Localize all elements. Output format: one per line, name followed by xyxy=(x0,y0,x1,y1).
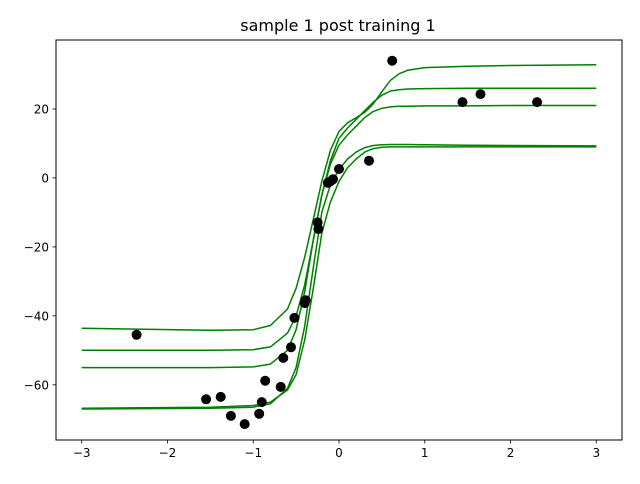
data-point-21 xyxy=(364,155,374,166)
data-point-3 xyxy=(215,391,226,402)
fit-curve-5 xyxy=(81,146,597,410)
y-tick-label: 0 xyxy=(41,171,49,185)
x-tick-label: 3 xyxy=(592,446,600,460)
data-point-11 xyxy=(286,342,296,353)
data-point-22 xyxy=(387,55,398,66)
x-tick-label: −2 xyxy=(159,446,177,460)
y-tick-label: 20 xyxy=(34,102,49,116)
y-tick-label: −40 xyxy=(24,309,49,323)
fit-curve-2 xyxy=(81,87,597,352)
data-point-9 xyxy=(275,381,286,392)
x-tick-label: 1 xyxy=(421,446,429,460)
data-point-7 xyxy=(256,397,267,408)
data-point-16 xyxy=(313,224,324,234)
data-point-25 xyxy=(532,97,543,108)
fit-curve-1 xyxy=(81,64,597,332)
data-point-19 xyxy=(328,174,338,185)
y-tick-label: −20 xyxy=(24,240,49,254)
data-point-12 xyxy=(289,312,300,323)
x-tick-label: 0 xyxy=(335,446,343,460)
y-tick-label: −60 xyxy=(24,378,49,392)
x-axis: −3 −2 −1 0 1 2 3 xyxy=(73,440,600,460)
x-tick-label: −1 xyxy=(244,446,262,460)
y-axis: −60 −40 −20 0 20 xyxy=(24,102,56,392)
data-point-10 xyxy=(278,352,289,363)
data-point-14 xyxy=(300,295,311,306)
data-point-23 xyxy=(457,97,468,108)
data-point-1 xyxy=(131,329,142,340)
data-point-4 xyxy=(225,410,236,421)
chart-title: sample 1 post training 1 xyxy=(240,16,435,35)
data-point-5 xyxy=(239,419,250,430)
data-point-2 xyxy=(201,394,212,405)
data-point-8 xyxy=(260,375,271,386)
data-point-6 xyxy=(254,408,265,419)
x-tick-label: −3 xyxy=(73,446,91,460)
x-tick-label: 2 xyxy=(507,446,515,460)
data-point-24 xyxy=(475,89,486,100)
data-points xyxy=(131,55,543,430)
data-point-20 xyxy=(334,164,344,174)
